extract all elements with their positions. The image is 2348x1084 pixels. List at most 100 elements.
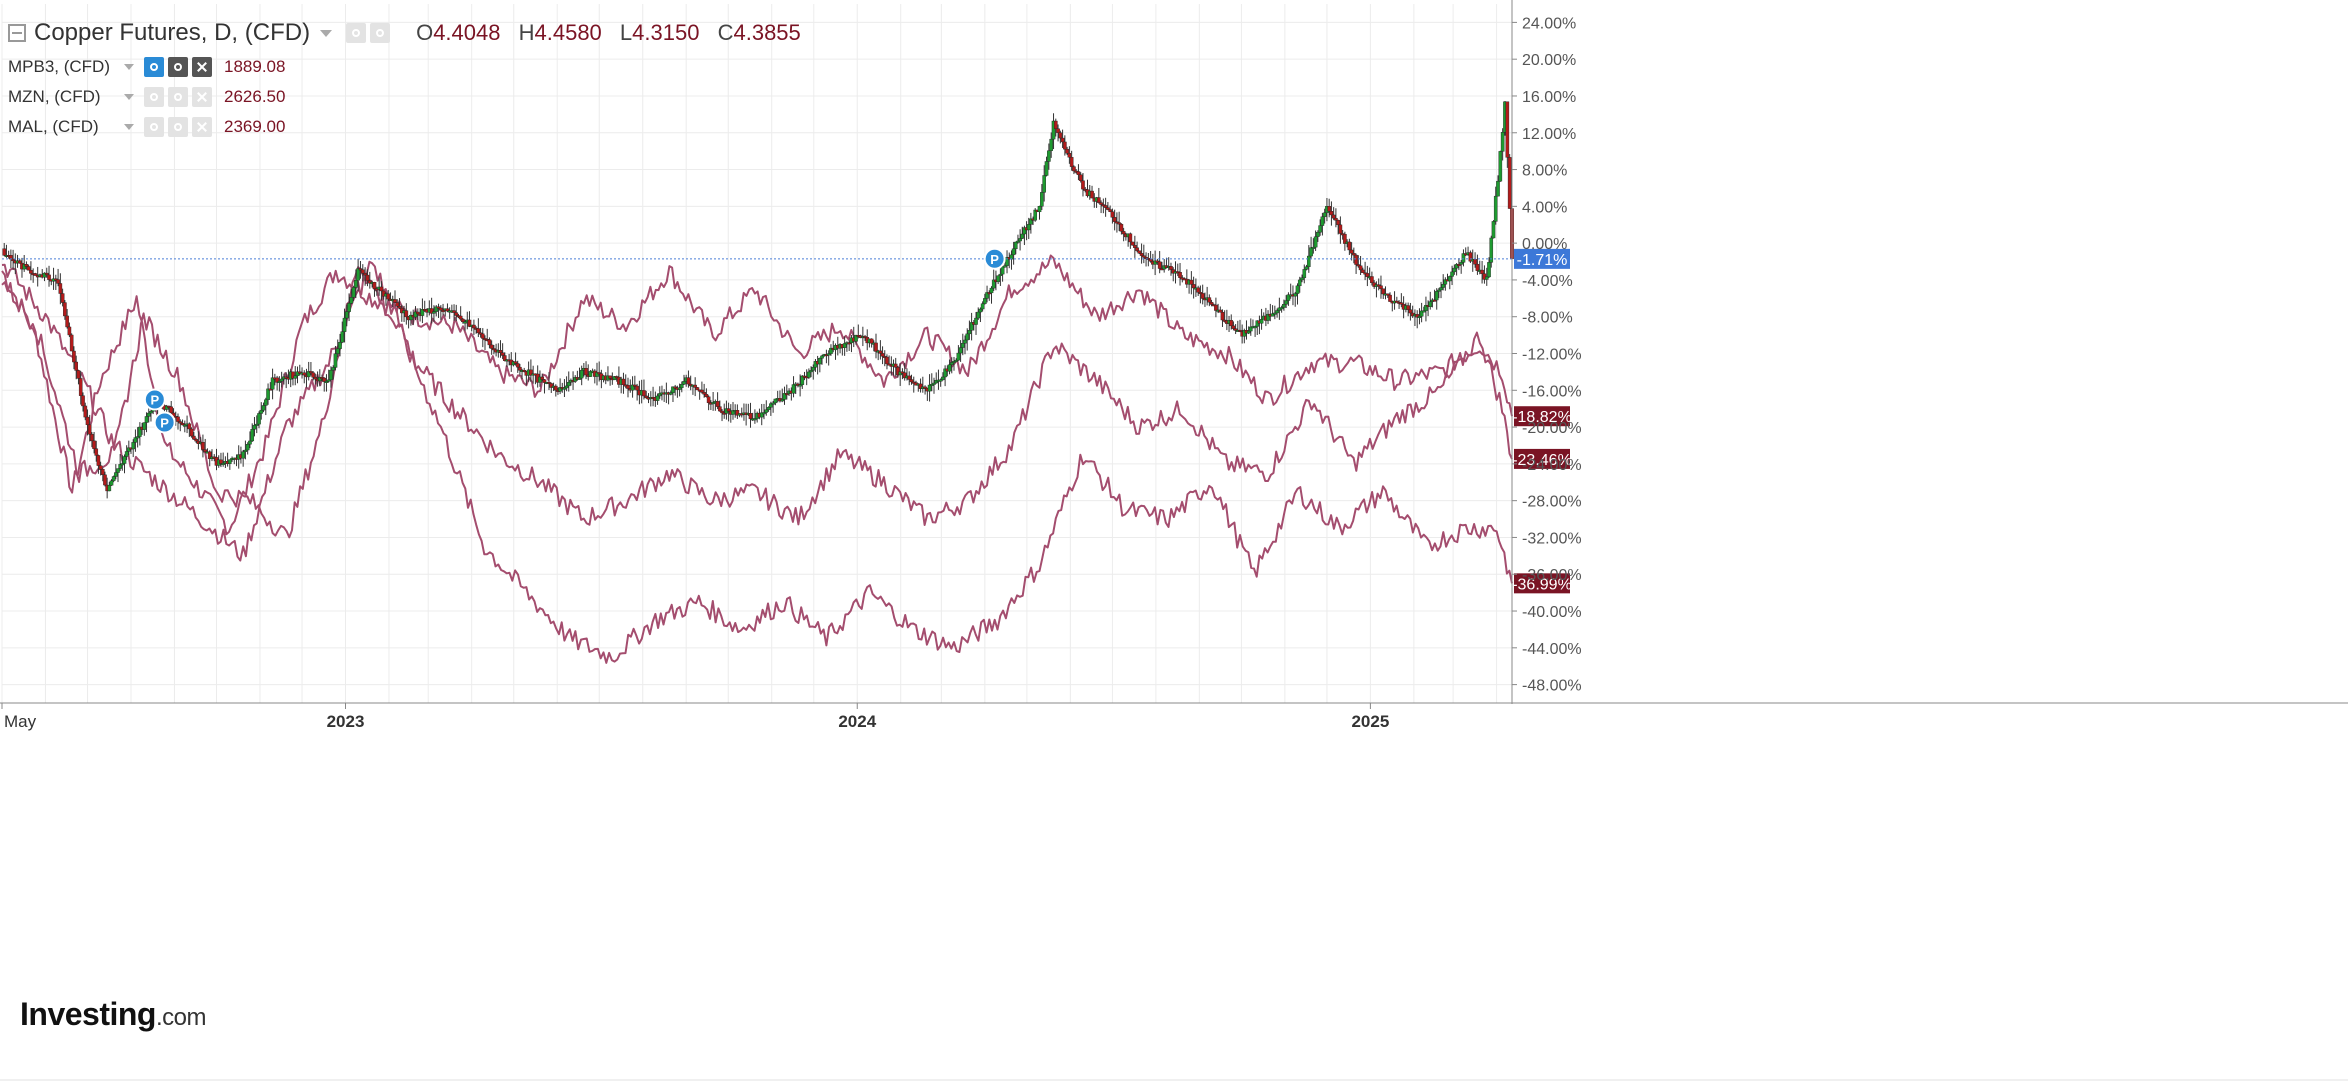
candle-up bbox=[221, 462, 225, 465]
candle-down bbox=[1388, 294, 1392, 302]
candle-up bbox=[1322, 212, 1327, 217]
low-label: L bbox=[619, 20, 633, 45]
candle-down bbox=[176, 416, 180, 422]
candle-down bbox=[1432, 299, 1437, 302]
candle-up bbox=[1033, 209, 1037, 221]
candle-up bbox=[279, 378, 284, 382]
main-series-title[interactable]: Copper Futures, D, (CFD) bbox=[34, 19, 311, 46]
candle-up bbox=[996, 275, 1000, 283]
current-price-badge bbox=[1514, 248, 1570, 269]
candle-up bbox=[807, 371, 811, 378]
candle-up bbox=[771, 402, 775, 405]
candle-down bbox=[1200, 293, 1205, 299]
y-tick-label: -36.00% bbox=[1522, 567, 1582, 584]
candle-up bbox=[1253, 326, 1257, 329]
gear-icon[interactable] bbox=[370, 23, 391, 43]
overlay-value: 1889.08 bbox=[224, 57, 286, 76]
close-icon[interactable] bbox=[192, 117, 212, 137]
candle-up bbox=[270, 377, 275, 390]
candle-down bbox=[365, 274, 370, 281]
candle-down bbox=[83, 405, 88, 418]
gear-icon[interactable] bbox=[168, 87, 188, 107]
candle-down bbox=[907, 375, 912, 380]
candle-up bbox=[324, 381, 329, 383]
candle-down bbox=[1207, 297, 1212, 303]
gear-icon[interactable] bbox=[168, 57, 188, 77]
overlay-name[interactable]: MZN, (CFD) bbox=[8, 87, 101, 106]
candle-up bbox=[566, 382, 571, 387]
candle-up bbox=[1424, 305, 1428, 311]
candle-up bbox=[1439, 287, 1443, 291]
candle-up bbox=[254, 423, 259, 426]
candle-down bbox=[874, 342, 878, 352]
candle-down bbox=[1063, 141, 1067, 150]
candle-down bbox=[693, 384, 697, 388]
candle-up bbox=[991, 279, 996, 289]
candle-down bbox=[626, 385, 630, 389]
candle-down bbox=[1090, 190, 1094, 199]
candle-up bbox=[259, 409, 264, 414]
visibility-icon[interactable] bbox=[144, 57, 164, 77]
candle-up bbox=[1421, 310, 1426, 313]
open-value: 4.4048 bbox=[433, 20, 501, 45]
overlay-name[interactable]: MAL, (CFD) bbox=[8, 117, 99, 136]
candle-down bbox=[291, 371, 295, 379]
candle-down bbox=[896, 367, 900, 376]
candle-down bbox=[1058, 132, 1063, 139]
legend-main-row: Copper Futures, D, (CFD) O4.4048 H4.4580… bbox=[8, 14, 801, 52]
chevron-down-icon[interactable] bbox=[124, 64, 134, 70]
high-label: H bbox=[518, 20, 535, 45]
candle-down bbox=[275, 377, 279, 383]
candle-down bbox=[436, 306, 441, 309]
candle-down bbox=[1189, 279, 1194, 285]
visibility-icon[interactable] bbox=[144, 117, 164, 137]
y-tick-label: 12.00% bbox=[1522, 126, 1576, 143]
candle-up bbox=[138, 426, 142, 437]
logo-suffix: .com bbox=[155, 1004, 207, 1031]
candle-down bbox=[878, 350, 883, 354]
candle-down bbox=[33, 273, 38, 276]
visibility-icon[interactable] bbox=[144, 87, 164, 107]
candle-down bbox=[98, 465, 103, 470]
candle-up bbox=[820, 355, 824, 359]
visibility-icon[interactable] bbox=[346, 23, 367, 43]
close-icon[interactable] bbox=[192, 87, 212, 107]
candle-down bbox=[69, 334, 74, 352]
candle-up bbox=[657, 393, 662, 397]
close-icon[interactable] bbox=[192, 57, 212, 77]
candle-down bbox=[608, 375, 612, 379]
collapse-icon[interactable] bbox=[8, 24, 26, 42]
candle-down bbox=[1106, 207, 1110, 210]
candle-up bbox=[791, 384, 796, 394]
chevron-down-icon[interactable] bbox=[124, 124, 134, 130]
candle-up bbox=[1284, 300, 1288, 305]
chevron-down-icon[interactable] bbox=[124, 94, 134, 100]
candle-down bbox=[429, 308, 434, 314]
chevron-down-icon[interactable] bbox=[320, 29, 333, 37]
candle-up bbox=[983, 298, 987, 304]
candle-down bbox=[1072, 166, 1076, 172]
candle-down bbox=[1331, 214, 1336, 219]
candle-down bbox=[887, 363, 891, 366]
x-tick-label: May bbox=[4, 712, 37, 731]
candle-up bbox=[558, 387, 562, 392]
y-tick-label: -20.00% bbox=[1522, 420, 1582, 437]
candle-down bbox=[416, 311, 420, 315]
candle-up bbox=[967, 330, 972, 335]
candle-up bbox=[293, 375, 298, 379]
candle-down bbox=[1361, 269, 1365, 273]
gear-icon[interactable] bbox=[168, 117, 188, 137]
candle-down bbox=[1081, 180, 1085, 190]
candle-down bbox=[1334, 217, 1338, 221]
candle-down bbox=[1231, 325, 1236, 329]
overlay-name[interactable]: MPB3, (CFD) bbox=[8, 57, 110, 76]
candle-down bbox=[1196, 287, 1200, 293]
y-tick-label: 16.00% bbox=[1522, 89, 1576, 106]
copper-candles bbox=[2, 100, 1514, 499]
series-end-badge bbox=[1514, 406, 1570, 427]
candle-down bbox=[702, 392, 706, 395]
candle-down bbox=[1069, 157, 1074, 167]
candle-down bbox=[1137, 250, 1142, 254]
candle-down bbox=[1115, 221, 1119, 224]
